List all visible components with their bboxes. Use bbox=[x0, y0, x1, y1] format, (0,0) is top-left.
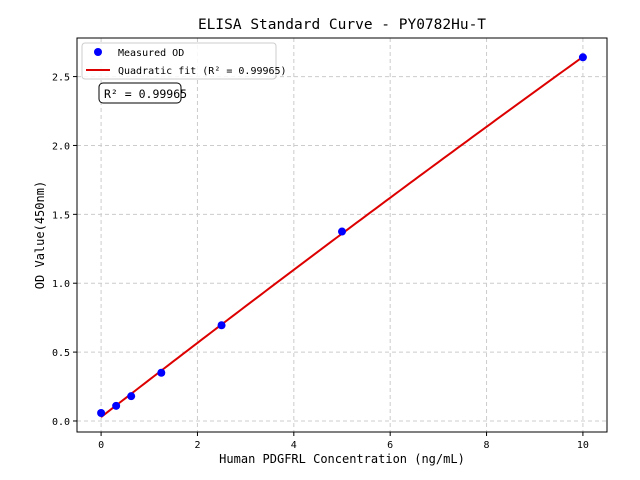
data-point bbox=[127, 392, 136, 401]
legend-label-fit: Quadratic fit (R² = 0.99965) bbox=[118, 66, 287, 77]
y-tick-label: 2.5 bbox=[52, 73, 70, 84]
plot-frame bbox=[76, 37, 608, 433]
y-axis-label: OD Value(450nm) bbox=[33, 181, 47, 289]
x-tick-label: 10 bbox=[577, 440, 589, 451]
x-tick-label: 0 bbox=[98, 440, 104, 451]
y-tick-label: 0.5 bbox=[52, 348, 70, 359]
legend-marker-measured bbox=[94, 48, 102, 56]
grid bbox=[77, 38, 607, 432]
y-tick-label: 1.0 bbox=[52, 279, 70, 290]
data-point bbox=[97, 408, 106, 417]
y-tick-label: 2.0 bbox=[52, 141, 70, 152]
x-axis-label: Human PDGFRL Concentration (ng/mL) bbox=[219, 452, 465, 466]
data-point bbox=[112, 401, 121, 410]
data-points bbox=[97, 53, 587, 417]
data-point bbox=[217, 321, 226, 330]
data-point bbox=[578, 53, 587, 62]
y-tick-label: 0.0 bbox=[52, 417, 70, 428]
r-squared-annotation: R² = 0.99965 bbox=[98, 82, 187, 104]
x-tick-label: 6 bbox=[387, 440, 393, 451]
fit-line bbox=[100, 56, 584, 418]
legend-label-measured: Measured OD bbox=[118, 48, 184, 59]
data-point bbox=[338, 227, 346, 236]
x-tick-label: 4 bbox=[291, 440, 297, 451]
ticks: 0 2 4 6 8 10 0.0 0.5 1.0 1.5 2.0 2.5 bbox=[52, 73, 589, 451]
legend: Measured OD Quadratic fit (R² = 0.99965) bbox=[81, 42, 287, 80]
r-squared-text: R² = 0.99965 bbox=[104, 87, 187, 101]
data-point bbox=[157, 368, 166, 377]
chart-title: ELISA Standard Curve - PY0782Hu-T bbox=[198, 17, 486, 33]
x-tick-label: 8 bbox=[484, 440, 490, 451]
y-tick-label: 1.5 bbox=[52, 210, 70, 221]
fit-line-layer bbox=[100, 56, 584, 418]
x-tick-label: 2 bbox=[194, 440, 200, 451]
